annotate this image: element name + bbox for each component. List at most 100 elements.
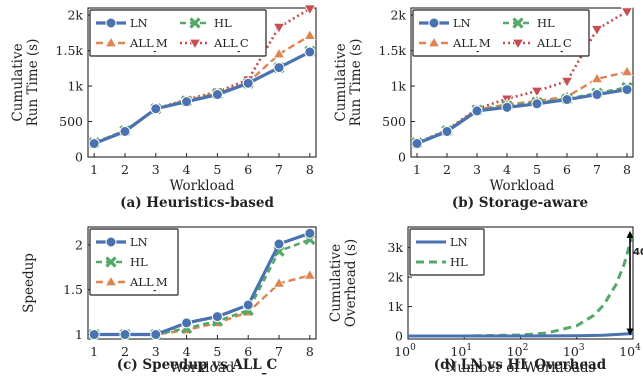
data-point-ln (212, 90, 222, 100)
data-point-ln (502, 102, 512, 112)
y-tick-label: 500 (59, 114, 83, 129)
chart-panel-a: 1 2 3 4 5 6 7 8 0 500 1k 1.5k 2k Workload Cumulative Ru… (10, 5, 316, 211)
y-tick-label: 1k (387, 299, 403, 314)
x-tick-label: 2 (121, 162, 129, 177)
panel-caption: (d) LN vs HL Overhead (434, 357, 607, 373)
panel-caption: (a) Heuristics-based (120, 195, 274, 211)
data-point-ln (89, 139, 99, 149)
data-point-ln (305, 228, 315, 238)
chart-panel-d: 100 101 102 103 104 0 1k 2k 3k Number of Workload… (328, 227, 643, 376)
y-tick-label: 0 (398, 150, 406, 165)
y-axis-label: Run Time (s) (348, 39, 364, 127)
data-point-ln (622, 85, 632, 95)
y-tick-label: 1k (67, 79, 83, 94)
y-axis-label: Speedup (21, 253, 37, 313)
chart-panel-c: 1 2 3 4 5 6 7 811.52WorkloadSpeedupLNHLALL M(c)… (21, 227, 316, 376)
x-tick-label: 8 (623, 162, 631, 177)
data-point-ln (89, 330, 99, 340)
data-point-ln (274, 239, 284, 249)
y-axis-label: Cumulative (333, 43, 349, 121)
x-axis-label: Workload (170, 178, 235, 194)
x-tick-label: 1 (413, 162, 421, 177)
legend-label-hl: HL (214, 16, 232, 30)
data-point-ln (182, 97, 192, 107)
legend-box (410, 229, 484, 275)
y-tick-label: 3k (387, 240, 403, 255)
legend-label-hl: HL (130, 255, 148, 269)
data-point-ln (532, 99, 542, 109)
data-point-ln (182, 318, 192, 328)
y-tick-label: 2k (387, 270, 403, 285)
x-tick-label: 1 (90, 162, 98, 177)
chart-panel-b: 1 2 3 4 5 6 7 8 0 500 1k 1.5k 2k Workload Cumulative Ru… (333, 8, 633, 211)
x-tick-label: 4 (183, 162, 191, 177)
legend-marker-ln (106, 18, 116, 28)
legend-label-ln: LN (130, 235, 148, 249)
data-point-ln (472, 106, 482, 116)
data-point-ln (120, 330, 130, 340)
legend-label-ln: LN (450, 235, 468, 249)
legend-label-ln: LN (130, 16, 148, 30)
x-tick-label: 8 (306, 344, 314, 359)
y-tick-label: 2k (67, 8, 83, 23)
y-tick-label: 0 (75, 150, 83, 165)
legend: LN HL ALL M ALL C (413, 10, 589, 56)
data-point-ln (592, 90, 602, 100)
y-tick-label: 2k (390, 8, 406, 23)
data-point-all-c (592, 26, 603, 35)
x-tick-label: 6 (244, 162, 252, 177)
y-tick-label: 1k (390, 79, 406, 94)
legend: LN HL ALL M (90, 229, 178, 295)
x-tick-label: 8 (306, 162, 314, 177)
y-axis-label: Run Time (s) (25, 39, 41, 127)
x-tick-label: 6 (563, 162, 571, 177)
x-tick-label: 4 (503, 162, 511, 177)
y-tick-label: 1 (75, 327, 83, 342)
x-tick-label: 1 (90, 344, 98, 359)
x-tick-label: 5 (213, 162, 221, 177)
y-tick-label: 1.5k (379, 43, 407, 58)
y-tick-label: 1.5 (63, 282, 83, 297)
legend-label-hl: HL (450, 255, 468, 269)
data-point-ln (412, 139, 422, 149)
x-tick-label: 100 (394, 343, 416, 359)
legend-label-hl: HL (537, 16, 555, 30)
data-point-ln (243, 300, 253, 310)
data-point-all-m (304, 270, 315, 280)
x-tick-label: 3 (473, 162, 481, 177)
data-point-ln (151, 104, 161, 114)
y-tick-label: 1.5k (56, 43, 84, 58)
data-point-ln (120, 126, 130, 136)
legend-marker-ln (429, 18, 439, 28)
data-point-ln (305, 47, 315, 57)
data-point-all-m (622, 66, 633, 76)
x-tick-label: 2 (443, 162, 451, 177)
legend: LN HL (410, 229, 484, 275)
y-tick-label: 0 (395, 329, 403, 344)
y-tick-label: 2 (75, 237, 83, 252)
data-point-all-c (622, 8, 633, 18)
y-axis-label: Cumulative (10, 43, 26, 121)
legend-marker-ln (106, 237, 116, 247)
x-axis-label: Workload (490, 178, 555, 194)
y-axis-label: Cumulative (328, 244, 344, 322)
x-tick-label: 7 (593, 162, 601, 177)
x-tick-label: 3 (152, 162, 160, 177)
data-point-all-c (562, 77, 573, 87)
series-line-ln (408, 333, 633, 336)
data-point-ln (442, 126, 452, 136)
legend-label-ln: LN (453, 16, 471, 30)
data-point-ln (243, 78, 253, 88)
x-tick-label: 7 (275, 162, 283, 177)
data-point-all-c (274, 23, 285, 33)
data-point-all-m (304, 30, 315, 40)
legend: LN HL ALL M ALL C (90, 10, 266, 56)
y-axis-label: Overhead (s) (343, 239, 359, 327)
data-point-ln (151, 330, 161, 340)
data-point-ln (212, 312, 222, 322)
y-tick-label: 500 (382, 114, 406, 129)
data-point-ln (274, 63, 284, 73)
data-point-ln (562, 95, 572, 105)
annotation-label: 40x (633, 247, 643, 258)
